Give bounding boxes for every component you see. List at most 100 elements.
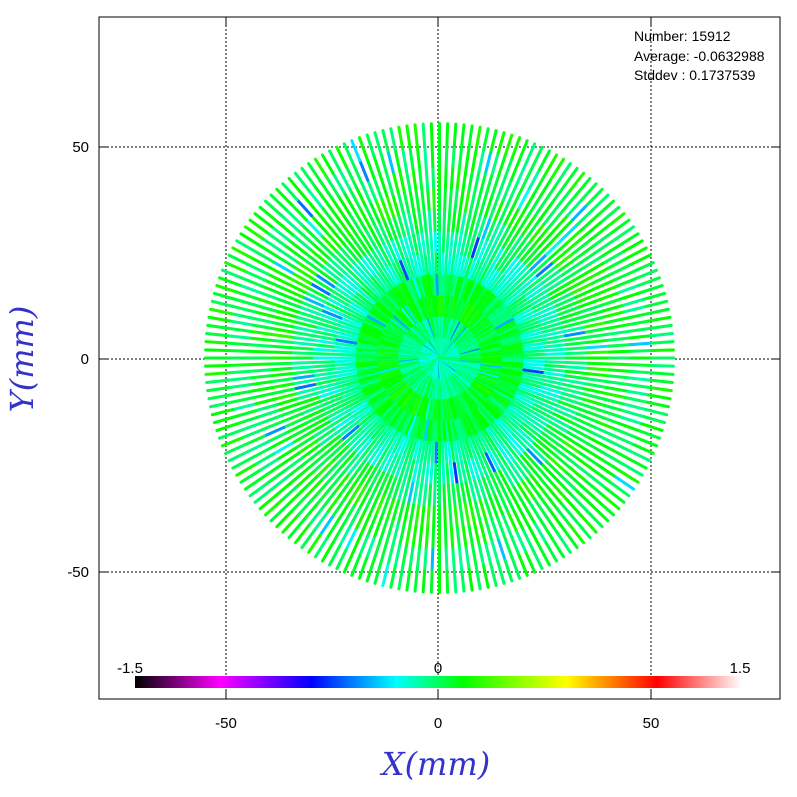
spoke-segment (348, 187, 362, 209)
stat-number: Number: 15912 (634, 28, 731, 44)
spoke-segment (430, 441, 436, 466)
spoke-segment (484, 194, 494, 218)
spoke-segment (338, 525, 352, 548)
spoke-segment (508, 296, 530, 312)
spoke-segment (431, 164, 436, 190)
spoke-segment (610, 481, 631, 498)
spoke-segment (426, 250, 433, 275)
spoke-segment (400, 390, 416, 412)
spoke-segment (405, 567, 412, 592)
spoke-segment (220, 436, 244, 448)
spoke-segment (390, 237, 402, 261)
spoke-segment (552, 412, 575, 425)
spoke-segment (480, 354, 505, 359)
spoke-segment (443, 186, 447, 211)
spoke-segment (539, 389, 563, 400)
spoke-segment (420, 295, 430, 319)
spoke-segment (300, 474, 319, 493)
spoke-segment (396, 307, 414, 327)
spoke-segment (607, 446, 629, 460)
spoke-segment (463, 188, 471, 213)
spoke-segment (479, 363, 504, 371)
spoke-segment (452, 122, 458, 147)
spoke-segment (444, 548, 449, 573)
spoke-segment (434, 250, 439, 275)
spoke-segment (523, 504, 537, 526)
spoke-segment (599, 409, 624, 419)
spoke-segment (500, 338, 525, 347)
spoke-segment (363, 203, 376, 226)
spoke-segment (424, 398, 433, 423)
spoke-segment (607, 343, 633, 348)
spoke-segment (500, 341, 525, 349)
spoke-segment (253, 303, 278, 313)
spoke-segment (411, 417, 422, 441)
spoke-segment (360, 181, 372, 204)
spoke-segment (364, 313, 386, 328)
spoke-segment (496, 516, 507, 540)
spoke-segment (536, 308, 560, 320)
spoke-segment (372, 397, 393, 415)
spoke-segment (603, 249, 626, 264)
spoke-segment (332, 284, 353, 300)
spoke-segment (332, 416, 353, 432)
spoke-segment (473, 409, 489, 431)
spoke-segment (301, 193, 318, 213)
spoke-segment (383, 405, 400, 425)
spoke-segment (225, 363, 250, 367)
spoke-segment (494, 248, 509, 270)
spoke-segment (572, 238, 592, 255)
spoke-segment (374, 357, 399, 362)
spoke-segment (398, 412, 412, 435)
spoke-segment (212, 291, 237, 301)
spoke-segment (477, 455, 489, 479)
spoke-segment (391, 478, 402, 502)
spoke-segment (382, 324, 405, 339)
spoke-segment (490, 423, 507, 444)
spoke-segment (309, 483, 328, 503)
spoke-segment (533, 497, 549, 519)
spoke-segment (366, 444, 382, 466)
spoke-segment (490, 308, 512, 324)
spoke-segment (529, 252, 549, 271)
spoke-segment (571, 421, 595, 435)
spoke-segment (386, 239, 398, 263)
spoke-segment (480, 264, 495, 286)
spoke-segment (531, 296, 554, 310)
spoke-segment (275, 187, 294, 207)
spoke-segment (512, 485, 527, 508)
spoke-segment (429, 228, 434, 254)
spoke-segment (554, 295, 578, 308)
spoke-segment (511, 303, 534, 317)
spoke-segment (494, 316, 517, 330)
spoke-segment (488, 196, 500, 220)
spoke-segment (353, 347, 378, 353)
spoke-segment (361, 282, 380, 301)
spoke-segment (605, 386, 630, 393)
spoke-segment (527, 168, 541, 191)
spoke-segment (382, 218, 394, 241)
spoke-segment (369, 421, 387, 442)
spoke-segment (426, 441, 433, 466)
spoke-segment (240, 428, 264, 440)
spoke-segment (490, 174, 501, 198)
spoke-segment (537, 544, 551, 567)
spoke-segment (541, 463, 560, 483)
spoke-segment (460, 231, 468, 256)
spoke-segment (338, 168, 352, 191)
spoke-segment (544, 347, 569, 353)
spoke-segment (239, 232, 261, 247)
spoke-segment (299, 404, 323, 416)
spoke-segment (469, 385, 489, 403)
spoke-segment (415, 461, 423, 486)
spoke-segment (272, 260, 294, 275)
spoke-segment (396, 501, 405, 525)
spoke-segment (429, 122, 434, 147)
spoke-segment (503, 559, 514, 583)
spoke-segment (501, 358, 527, 363)
spoke-segment (406, 301, 420, 323)
spoke-segment (376, 366, 400, 375)
spoke-segment (268, 436, 291, 450)
spoke-segment (287, 461, 307, 478)
